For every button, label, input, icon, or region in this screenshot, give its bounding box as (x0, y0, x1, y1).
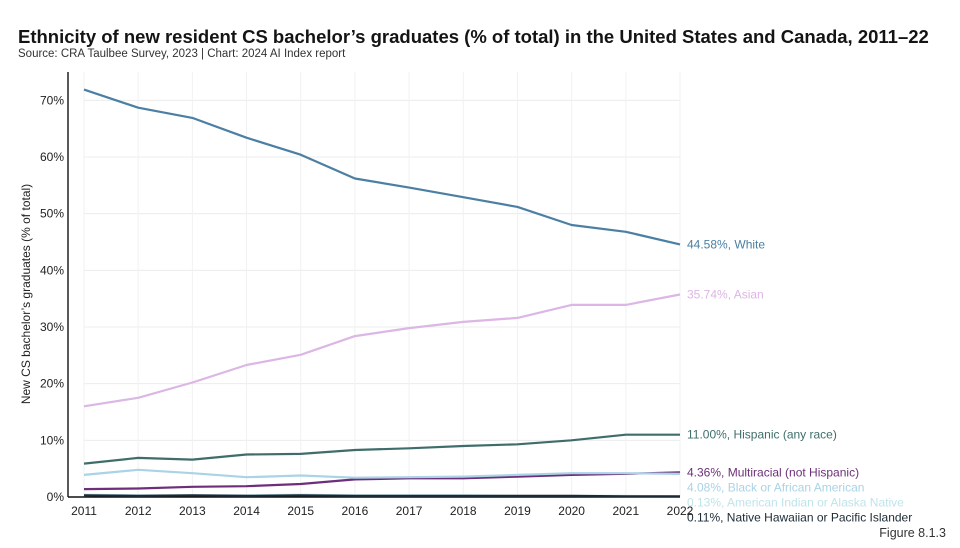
y-tick-label: 60% (40, 150, 64, 164)
series-label-hispanic-any-race: 11.00%, Hispanic (any race) (687, 428, 837, 442)
series-line-native-hawaiian-or-pacific-islander (83, 494, 680, 498)
y-tick-label: 0% (47, 490, 65, 504)
x-tick-label: 2013 (179, 504, 206, 518)
y-tick-label: 40% (40, 263, 64, 277)
y-tick-label: 50% (40, 207, 64, 221)
x-tick-label: 2011 (71, 504, 97, 518)
series-label-white: 44.58%, White (687, 237, 765, 251)
series-label-native-hawaiian-or-pacific-islander: 0.11%, Native Hawaiian or Pacific Island… (687, 510, 912, 524)
series-line-asian (83, 293, 681, 408)
chart-title: Ethnicity of new resident CS bachelor’s … (18, 26, 929, 47)
x-tick-label: 2016 (342, 504, 369, 518)
series-label-american-indian-or-alaska-native: 0.13%, American Indian or Alaska Native (687, 495, 904, 509)
x-tick-label: 2015 (287, 504, 314, 518)
series-label-black-or-african-american: 4.08%, Black or African American (687, 480, 864, 494)
x-tick-label: 2014 (233, 504, 260, 518)
x-tick-label: 2022 (667, 504, 694, 518)
axes (67, 72, 680, 498)
figure-number: Figure 8.1.3 (879, 526, 946, 540)
x-tick-label: 2017 (396, 504, 423, 518)
chart-subtitle: Source: CRA Taulbee Survey, 2023 | Chart… (18, 48, 346, 60)
x-tick-label: 2019 (504, 504, 531, 518)
grid-lines (83, 72, 681, 498)
y-tick-label: 30% (40, 320, 64, 334)
x-tick-label: 2012 (125, 504, 152, 518)
y-axis-label: New CS bachelor’s graduates (% of total) (19, 184, 33, 404)
x-tick-label: 2021 (612, 504, 639, 518)
series-line-multiracial-not-hispanic (83, 471, 681, 491)
series-label-asian: 35.74%, Asian (687, 287, 764, 301)
x-tick-label: 2020 (558, 504, 585, 518)
series-line-hispanic-any-race (83, 433, 680, 465)
series-line-white (83, 88, 681, 246)
series-label-multiracial-not-hispanic: 4.36%, Multiracial (not Hispanic) (687, 465, 859, 479)
y-tick-label: 70% (40, 93, 64, 107)
series-line-black-or-african-american (83, 468, 681, 479)
y-axis-ticks: 0% 10% 20% 30% 40% 50% 60% 70% (40, 93, 64, 504)
y-tick-label: 20% (40, 377, 64, 391)
x-axis-ticks: 2011 2012 2013 2014 2015 2016 2017 2018 2019 2020… (71, 504, 694, 518)
y-tick-label: 10% (40, 433, 64, 447)
x-tick-label: 2018 (450, 504, 477, 518)
series-end-labels: 44.58%, White 35.74%, Asian 11.00%, Hispan… (687, 237, 912, 524)
series-lines (83, 88, 681, 498)
